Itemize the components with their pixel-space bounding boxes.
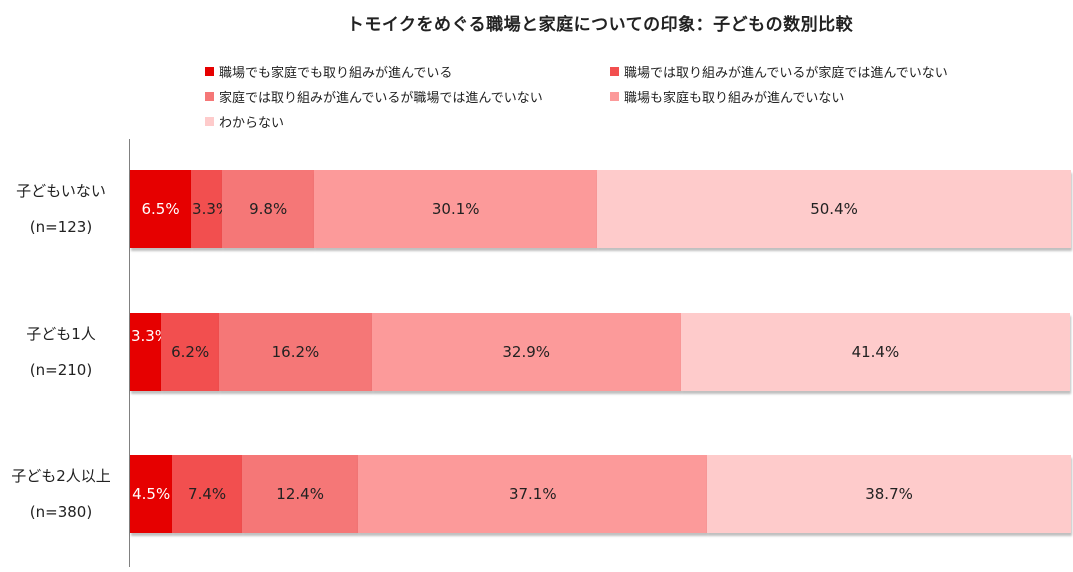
bar-segment bbox=[130, 313, 162, 391]
legend-item: わからない bbox=[205, 112, 284, 131]
legend-label: 職場では取り組みが進んでいるが家庭では進んでいない bbox=[624, 66, 948, 81]
data-label: 4.5% bbox=[132, 485, 171, 503]
category-n-label: (n=210) bbox=[29, 361, 93, 379]
data-label: 16.2% bbox=[271, 343, 320, 361]
data-label: 12.4% bbox=[276, 485, 324, 503]
data-label: 32.9% bbox=[502, 343, 551, 361]
bar-segment bbox=[597, 170, 1071, 248]
bar-segment bbox=[241, 455, 359, 533]
category-n-label: (n=380) bbox=[29, 503, 93, 521]
data-label: 7.4% bbox=[188, 485, 227, 503]
data-label: 50.4% bbox=[810, 200, 858, 218]
bar-segment bbox=[371, 313, 681, 391]
data-label: 9.8% bbox=[249, 200, 288, 218]
bar-row: 3.3% 6.2% 16.2% 32.9% 41.4% bbox=[130, 313, 1070, 391]
bar-segment bbox=[358, 455, 708, 533]
bar-segment bbox=[172, 455, 242, 533]
bar-segment bbox=[130, 455, 173, 533]
legend-swatch bbox=[205, 67, 214, 76]
data-label: 6.2% bbox=[171, 343, 210, 361]
legend-swatch bbox=[610, 67, 619, 76]
legend-item: 家庭では取り組みが進んでいるが職場では進んでいない bbox=[205, 87, 543, 106]
bar-row: 4.5% 7.4% 12.4% 37.1% 38.7% bbox=[130, 455, 1071, 533]
bar-segment bbox=[680, 313, 1070, 391]
legend-swatch bbox=[205, 92, 214, 101]
data-label: 41.4% bbox=[851, 343, 900, 361]
bar-segment bbox=[222, 170, 315, 248]
bar-segment bbox=[314, 170, 598, 248]
legend-label: 職場も家庭も取り組みが進んでいない bbox=[624, 91, 845, 106]
legend-label: わからない bbox=[219, 116, 285, 131]
bar-segment bbox=[707, 455, 1071, 533]
legend-swatch bbox=[610, 92, 619, 101]
legend-swatch bbox=[205, 117, 214, 126]
category-label: 子ども2人以上 bbox=[11, 467, 111, 485]
data-label: 37.1% bbox=[508, 485, 557, 503]
data-label: 3.3% bbox=[192, 200, 231, 218]
bar-segment bbox=[219, 313, 372, 391]
data-label: 30.1% bbox=[431, 200, 480, 218]
category-label: 子どもいない bbox=[16, 182, 106, 200]
category-axis-line bbox=[129, 139, 130, 567]
data-label: 38.7% bbox=[865, 485, 913, 503]
legend-label: 職場でも家庭でも取り組みが進んでいる bbox=[219, 66, 453, 81]
bar-segment bbox=[191, 170, 223, 248]
category-n-label: (n=123) bbox=[29, 218, 93, 236]
bar-segment bbox=[161, 313, 220, 391]
category-label: 子ども1人 bbox=[26, 325, 96, 343]
data-label: 3.3% bbox=[130, 327, 170, 345]
bar-segment bbox=[130, 170, 192, 248]
legend-item: 職場でも家庭でも取り組みが進んでいる bbox=[205, 62, 452, 81]
legend-label: 家庭では取り組みが進んでいるが職場では進んでいない bbox=[219, 91, 543, 106]
legend-item: 職場も家庭も取り組みが進んでいない bbox=[610, 87, 844, 106]
bar-row: 6.5% 3.3% 9.8% 30.1% 50.4% bbox=[130, 170, 1071, 248]
data-label: 6.5% bbox=[141, 200, 180, 218]
legend-item: 職場では取り組みが進んでいるが家庭では進んでいない bbox=[610, 62, 948, 81]
chart-title: トモイクをめぐる職場と家庭についての印象：子どもの数別比較 bbox=[346, 15, 854, 35]
